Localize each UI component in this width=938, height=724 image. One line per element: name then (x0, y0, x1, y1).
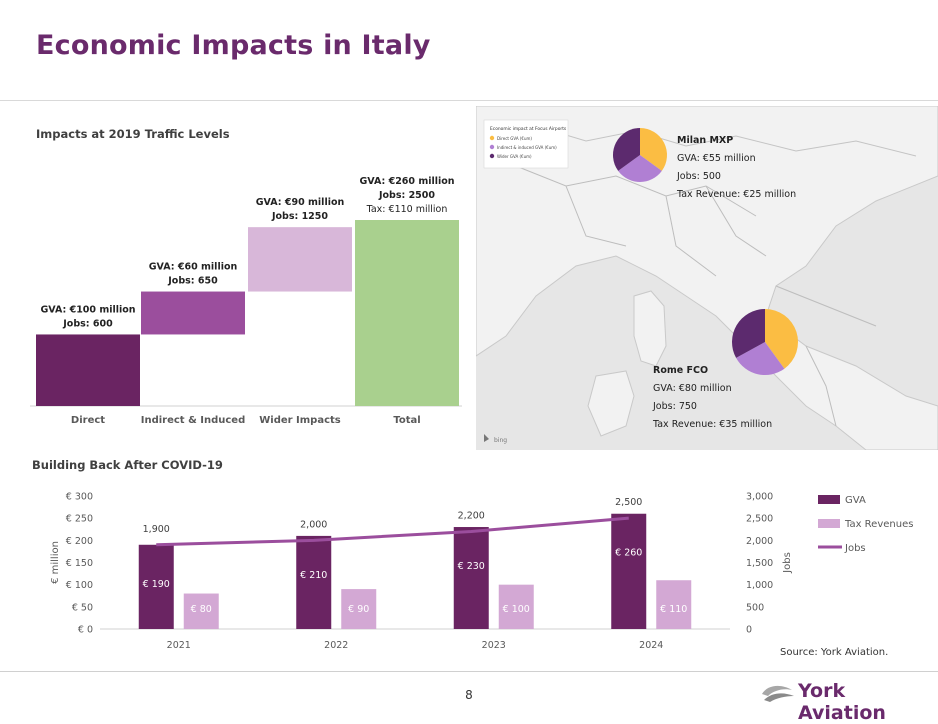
waterfall-label-direct-2: Jobs: 600 (62, 318, 113, 329)
y-tick-label: € 300 (66, 492, 93, 503)
legend-label-gva: GVA (845, 495, 866, 506)
map-panel[interactable]: Economic impact at Focus Airports Direct… (476, 106, 938, 450)
jobs-data-label: 2,000 (300, 519, 327, 530)
milan-info: Milan MXP GVA: €55 million Jobs: 500 Tax… (677, 132, 796, 204)
milan-name: Milan MXP (677, 132, 796, 150)
footer-divider (0, 671, 938, 672)
milan-pie-chart[interactable] (613, 128, 667, 182)
source-note: Source: York Aviation. (780, 647, 888, 658)
tax-bar-label: € 80 (191, 604, 212, 615)
map-legend-swatch (490, 136, 494, 140)
tax-bar-label: € 110 (660, 604, 687, 615)
map-legend-title: Economic impact at Focus Airports (490, 126, 567, 132)
waterfall-title: Impacts at 2019 Traffic Levels (36, 127, 230, 141)
y-tick-label: € 200 (66, 536, 93, 547)
map-legend-item: Direct GVA (€um) (497, 136, 532, 141)
rome-tax: Tax Revenue: €35 million (653, 416, 772, 434)
waterfall-category-direct: Direct (71, 415, 105, 426)
waterfall-category-total: Total (393, 415, 420, 426)
legend-swatch-tax (818, 519, 840, 528)
bing-attribution: bing (494, 437, 507, 444)
waterfall-label-total-1: GVA: €260 million (359, 176, 454, 187)
y-tick-label: € 150 (66, 558, 93, 569)
y-right-tick-label: 2,500 (746, 514, 773, 525)
legend-label-jobs: Jobs (844, 543, 866, 554)
map-legend-swatch (490, 154, 494, 158)
y-right-tick-label: 0 (746, 625, 752, 636)
waterfall-label-indirect-2: Jobs: 650 (167, 276, 218, 287)
milan-jobs: Jobs: 500 (677, 168, 796, 186)
waterfall-label-direct-1: GVA: €100 million (40, 304, 135, 315)
waterfall-label-indirect-1: GVA: €60 million (149, 262, 238, 273)
y-right-tick-label: 2,000 (746, 536, 773, 547)
gva-bar (611, 514, 646, 629)
page-title: Economic Impacts in Italy (36, 30, 431, 61)
waterfall-category-wider: Wider Impacts (259, 415, 341, 426)
jobs-data-label: 1,900 (143, 524, 170, 535)
map-legend-item: Indirect & induced GVA (€um) (497, 145, 557, 150)
x-tick-label: 2024 (639, 640, 663, 651)
y-axis-title: € million (50, 541, 61, 584)
waterfall-label-total-2: Jobs: 2500 (378, 190, 435, 201)
rome-gva: GVA: €80 million (653, 380, 772, 398)
legend-swatch-gva (818, 495, 840, 504)
y-right-axis-title: Jobs (782, 552, 793, 574)
logo-text: York Aviation (798, 680, 938, 724)
waterfall-label-total-3: Tax: €110 million (366, 204, 448, 215)
waterfall-category-indirect: Indirect & Induced (141, 415, 246, 426)
map-legend-swatch (490, 145, 494, 149)
gva-bar (454, 527, 489, 629)
milan-tax: Tax Revenue: €25 million (677, 186, 796, 204)
gva-bar-label: € 190 (143, 579, 170, 590)
waterfall-label-wider-1: GVA: €90 million (256, 197, 345, 208)
gva-bar-label: € 230 (458, 561, 485, 572)
jobs-data-label: 2,200 (458, 510, 485, 521)
waterfall-bar-indirect (141, 292, 245, 335)
milan-gva: GVA: €55 million (677, 150, 796, 168)
waterfall-bar-direct (36, 334, 140, 406)
tax-bar-label: € 100 (503, 604, 530, 615)
title-divider (0, 100, 938, 101)
y-tick-label: € 100 (66, 580, 93, 591)
waterfall-bar-total (355, 220, 459, 406)
gva-bar (296, 536, 331, 629)
covid-chart-title: Building Back After COVID-19 (32, 458, 223, 472)
x-tick-label: 2023 (482, 640, 506, 651)
x-tick-label: 2022 (324, 640, 348, 651)
y-tick-label: € 250 (66, 514, 93, 525)
rome-info: Rome FCO GVA: €80 million Jobs: 750 Tax … (653, 362, 772, 434)
y-right-tick-label: 1,000 (746, 580, 773, 591)
waterfall-label-wider-2: Jobs: 1250 (271, 211, 328, 222)
x-tick-label: 2021 (167, 640, 191, 651)
jobs-data-label: 2,500 (615, 497, 642, 508)
y-right-tick-label: 500 (746, 602, 764, 613)
y-tick-label: € 0 (78, 625, 93, 636)
gva-bar-label: € 210 (300, 570, 327, 581)
gva-bar-label: € 260 (615, 548, 642, 559)
tax-bar-label: € 90 (348, 604, 369, 615)
legend-label-tax: Tax Revenues (844, 519, 913, 530)
y-right-tick-label: 1,500 (746, 558, 773, 569)
jobs-line (156, 518, 629, 545)
rome-name: Rome FCO (653, 362, 772, 380)
y-right-tick-label: 3,000 (746, 492, 773, 503)
map-legend-item: Wider GVA (€um) (497, 154, 532, 159)
covid-recovery-chart: € 0 € 50 € 100 € 150 € 200 € 250 € 300 0 500 1,00… (0, 480, 938, 660)
rome-jobs: Jobs: 750 (653, 398, 772, 416)
waterfall-chart: GVA: €100 million Jobs: 600 Direct GVA: €60… (0, 140, 470, 440)
waterfall-bar-wider (248, 227, 352, 291)
y-tick-label: € 50 (72, 602, 93, 613)
